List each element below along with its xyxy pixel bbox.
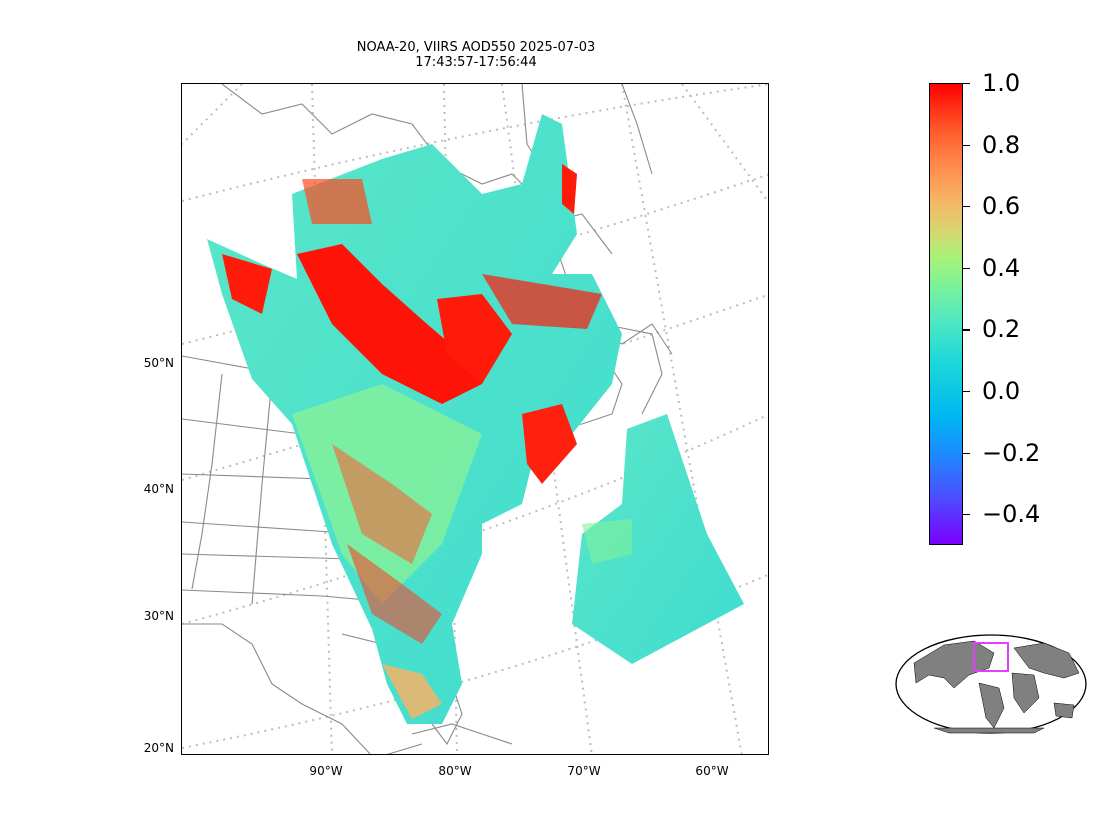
colorbar-tick [963, 206, 970, 208]
aod-swath-ocean [572, 414, 744, 664]
colorbar-tick-label: −0.4 [982, 500, 1041, 529]
lon-label-80w: 80°W [438, 764, 472, 778]
colorbar-tick-label: 0.4 [982, 253, 1021, 282]
lat-label-50: 50°N [143, 356, 174, 370]
map-panel [181, 83, 769, 755]
colorbar-tick-label: 1.0 [982, 69, 1021, 97]
colorbar-tick [963, 391, 970, 393]
colorbar-tick [963, 514, 970, 516]
colorbar-tick [963, 144, 970, 146]
map-canvas [182, 84, 768, 754]
lon-label-60w: 60°W [695, 764, 729, 778]
colorbar-tick [963, 452, 970, 454]
aod-swath-land [207, 114, 622, 724]
lat-label-30: 30°N [143, 609, 174, 623]
lon-label-70w: 70°W [567, 764, 601, 778]
colorbar [929, 83, 963, 545]
colorbar-tick-label: 0.0 [982, 377, 1021, 405]
title-line-2: 17:43:57-17:56:44 [415, 55, 537, 70]
colorbar-tick [963, 329, 970, 331]
colorbar-tick [963, 83, 970, 85]
lat-label-20: 20°N [143, 741, 174, 755]
title-line-1: NOAA-20, VIIRS AOD550 2025-07-03 [356, 40, 596, 55]
colorbar-tick-label: 0.2 [982, 315, 1021, 344]
colorbar-tick-label: −0.2 [982, 438, 1041, 467]
inset-globe [894, 633, 1088, 735]
colorbar-tick-label: 0.8 [982, 130, 1021, 159]
globe-region-box [973, 642, 1009, 672]
lat-label-40: 40°N [143, 482, 174, 496]
colorbar-tick [963, 267, 970, 270]
colorbar-tick-label: 0.6 [982, 192, 1021, 221]
lon-label-90w: 90°W [309, 764, 343, 778]
map-title: NOAA-20, VIIRS AOD550 2025-07-03 17:43:5… [176, 40, 776, 70]
